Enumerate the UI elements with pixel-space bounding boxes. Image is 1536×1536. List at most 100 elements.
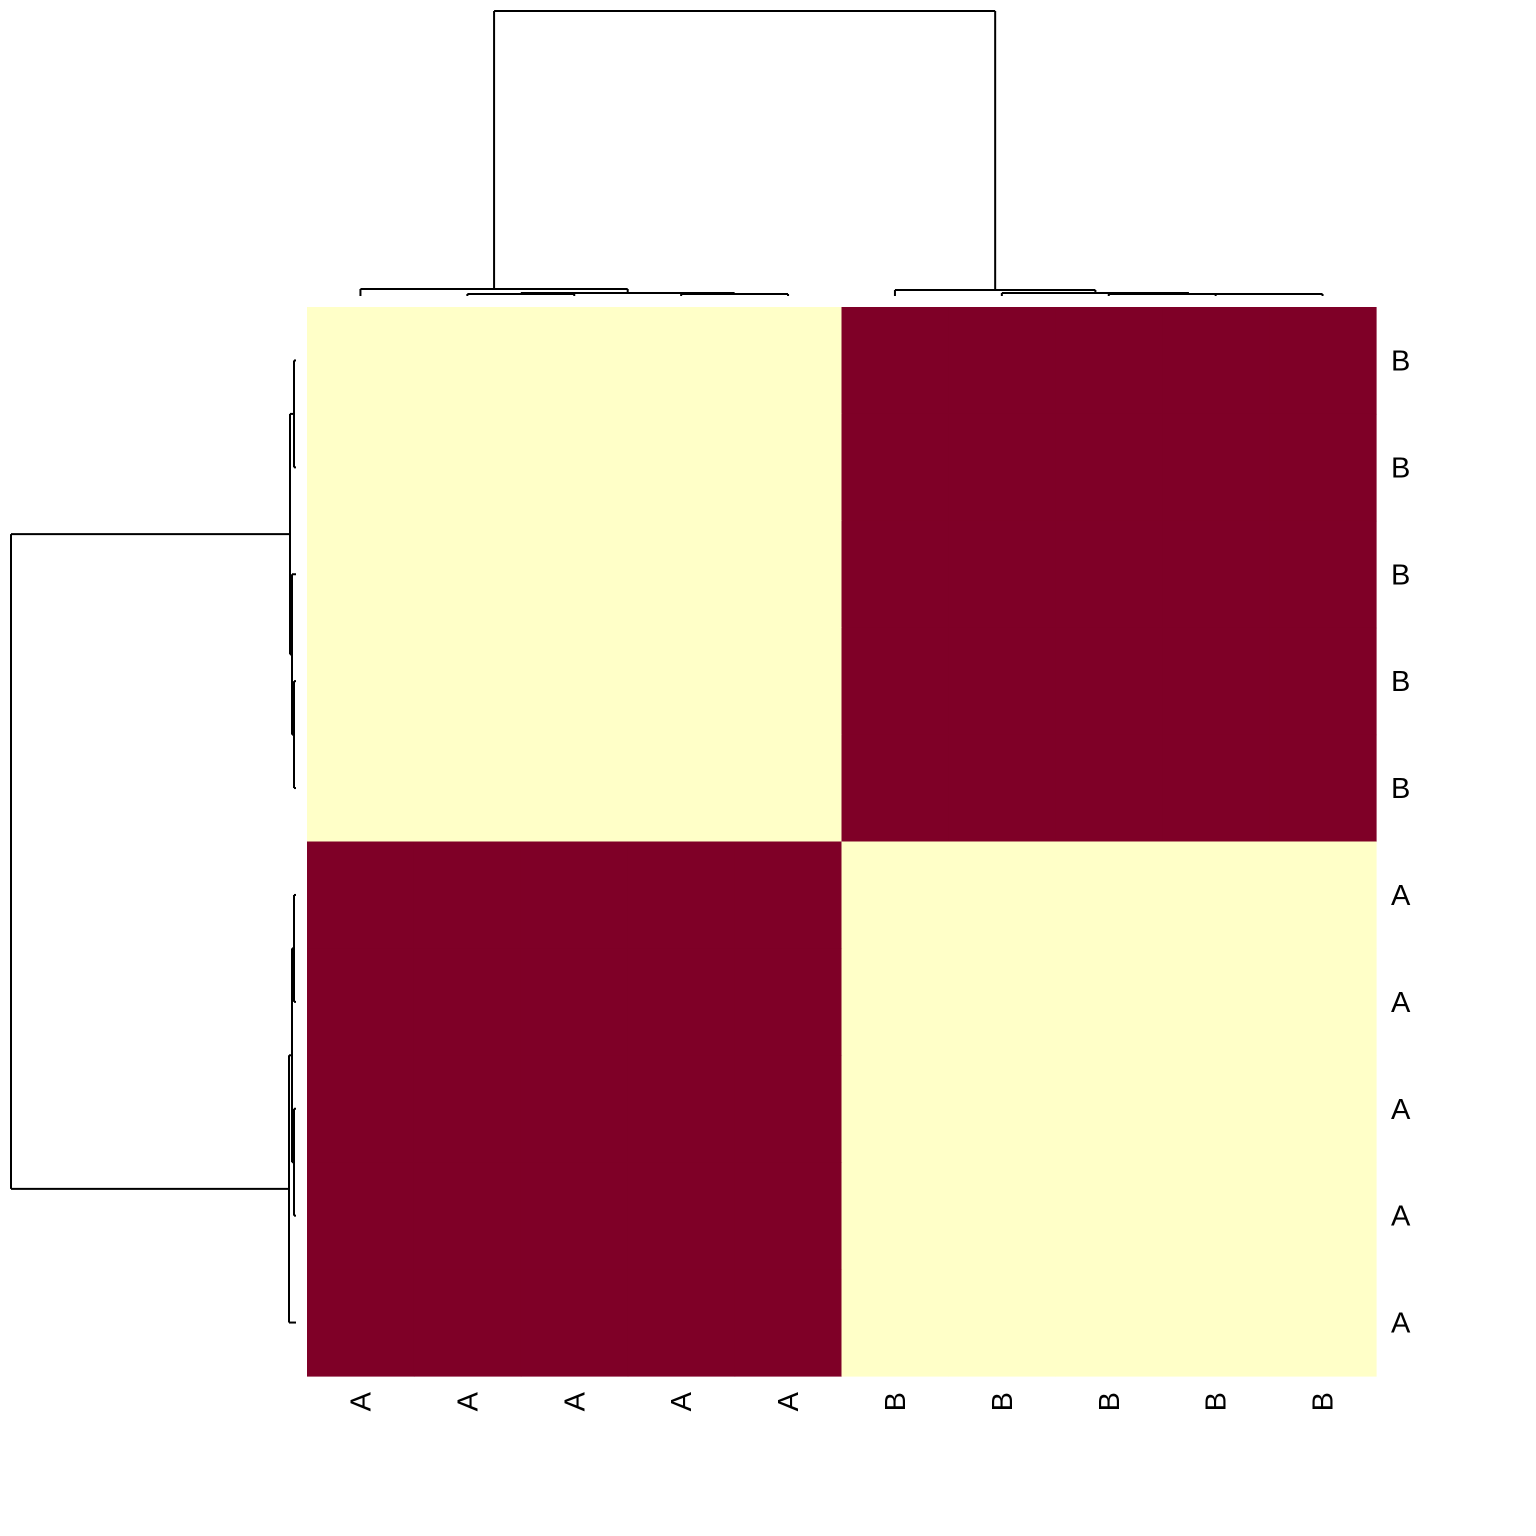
heatmap-cell [520, 520, 629, 629]
heatmap-cell [627, 413, 736, 522]
row-label: A [1391, 880, 1411, 912]
heatmap-cell [948, 1162, 1056, 1270]
heatmap-cell [1162, 841, 1270, 949]
heatmap-cell [1269, 520, 1377, 629]
heatmap-cell [1162, 1055, 1270, 1163]
heatmap-cell [734, 1269, 843, 1377]
column-label: B [1201, 1392, 1233, 1411]
heatmap-cell [1055, 520, 1163, 629]
heatmap-cell [841, 734, 949, 843]
heatmap-cell [734, 520, 843, 629]
column-label: A [773, 1391, 805, 1411]
heatmap-cell [734, 1162, 843, 1270]
heatmap-cell [841, 1055, 949, 1163]
heatmap-cell [1055, 1055, 1163, 1163]
heatmap-cell [1055, 627, 1163, 736]
heatmap-cell [520, 841, 629, 949]
heatmap-cell [948, 1269, 1056, 1377]
heatmap-cell [307, 841, 415, 949]
heatmap-cell [307, 413, 415, 522]
heatmap-cell [734, 734, 843, 843]
heatmap-cell [948, 734, 1056, 843]
heatmap-cell [1162, 413, 1270, 522]
heatmap-cell [520, 1269, 629, 1377]
row-label: B [1391, 452, 1410, 484]
column-label: A [666, 1391, 698, 1411]
heatmap-cell [1269, 841, 1377, 949]
heatmap-cell [627, 1269, 736, 1377]
heatmap-cell [841, 948, 949, 1056]
row-label: A [1391, 1201, 1411, 1233]
heatmap-cell [413, 520, 522, 629]
heatmap-cell [948, 413, 1056, 522]
row-label: B [1391, 559, 1410, 591]
heatmap-cell [307, 627, 415, 736]
row-label: A [1391, 987, 1411, 1019]
heatmap-cell [1055, 841, 1163, 949]
row-labels: B B B B B A A A A A [1391, 345, 1411, 1339]
heatmap-cell [1055, 307, 1163, 415]
heatmap-cell [948, 520, 1056, 629]
row-label: B [1391, 773, 1410, 805]
heatmap-cell [1055, 1269, 1163, 1377]
heatmap-cell [413, 307, 522, 415]
heatmap-cell [627, 307, 736, 415]
heatmap-cell [413, 841, 522, 949]
heatmap-cell [1055, 948, 1163, 1056]
column-label: B [880, 1392, 912, 1411]
heatmap-cell [627, 734, 736, 843]
row-dendrogram [10, 359, 296, 1324]
heatmap-cell [413, 1055, 522, 1163]
heatmap-cell [948, 1055, 1056, 1163]
heatmap-cell [307, 1269, 415, 1377]
heatmap-cell [1269, 307, 1377, 415]
heatmap-cell [1162, 520, 1270, 629]
column-label: A [452, 1391, 484, 1411]
heatmap-cell [734, 1055, 843, 1163]
heatmap-cell [1269, 627, 1377, 736]
heatmap-cell [1162, 627, 1270, 736]
heatmap-cell [627, 520, 736, 629]
heatmap-cell [948, 307, 1056, 415]
heatmap-cell [520, 307, 629, 415]
heatmap-cell [307, 1055, 415, 1163]
column-dendrogram [359, 10, 1324, 296]
row-label: B [1391, 666, 1410, 698]
heatmap-cell [1162, 948, 1270, 1056]
heatmap-cell [841, 413, 949, 522]
heatmap-cell [413, 948, 522, 1056]
heatmap-cell [520, 627, 629, 736]
heatmap-cell [413, 1269, 522, 1377]
row-label: B [1391, 345, 1410, 377]
heatmap-cell [307, 734, 415, 843]
heatmap-cell [627, 948, 736, 1056]
heatmap-cell [734, 627, 843, 736]
heatmap-cell [1162, 1162, 1270, 1270]
heatmap-cell [734, 841, 843, 949]
heatmap-cell [413, 1162, 522, 1270]
column-label: B [1094, 1392, 1126, 1411]
heatmap-cell [948, 841, 1056, 949]
column-label: B [1308, 1392, 1340, 1411]
heatmap-cell [841, 1269, 949, 1377]
heatmap-cell [413, 413, 522, 522]
row-label: A [1391, 1094, 1411, 1126]
heatmap-cell [520, 734, 629, 843]
heatmap-cell [413, 627, 522, 736]
heatmap-cell [627, 841, 736, 949]
column-label: B [987, 1392, 1019, 1411]
column-label: A [559, 1391, 591, 1411]
heatmap-cell [1269, 948, 1377, 1056]
heatmap-cell [413, 734, 522, 843]
heatmap-cell [1162, 734, 1270, 843]
heatmap-cell [841, 1162, 949, 1270]
heatmap-cell [1269, 1269, 1377, 1377]
heatmap-cell [1055, 1162, 1163, 1270]
heatmap-cells [307, 307, 1377, 1377]
heatmap-cell [841, 627, 949, 736]
heatmap-cell [520, 948, 629, 1056]
heatmap-cell [841, 841, 949, 949]
heatmap-cell [948, 948, 1056, 1056]
heatmap-cell [307, 1162, 415, 1270]
